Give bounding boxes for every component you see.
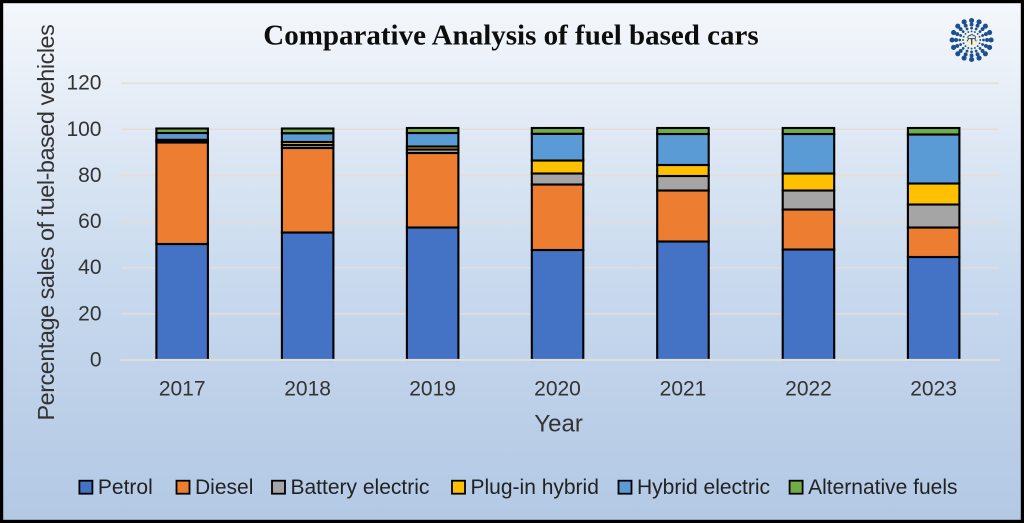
svg-text:Diesel: Diesel bbox=[195, 476, 253, 499]
svg-text:2022: 2022 bbox=[785, 378, 832, 401]
svg-text:2020: 2020 bbox=[534, 378, 581, 401]
svg-text:20: 20 bbox=[78, 302, 101, 325]
svg-text:Comparative Analysis of fuel b: Comparative Analysis of fuel based cars bbox=[263, 19, 758, 51]
svg-text:100: 100 bbox=[66, 118, 101, 141]
svg-text:2017: 2017 bbox=[159, 378, 206, 401]
svg-text:2018: 2018 bbox=[284, 378, 331, 401]
svg-text:120: 120 bbox=[66, 72, 101, 95]
svg-text:60: 60 bbox=[78, 210, 101, 233]
svg-text:Plug-in hybrid: Plug-in hybrid bbox=[471, 476, 599, 499]
svg-text:0: 0 bbox=[90, 349, 102, 372]
svg-text:Alternative fuels: Alternative fuels bbox=[808, 476, 957, 499]
svg-text:Year: Year bbox=[534, 410, 583, 437]
svg-text:40: 40 bbox=[78, 256, 101, 279]
svg-text:2023: 2023 bbox=[910, 378, 957, 401]
svg-text:Percentage sales of fuel-based: Percentage sales of fuel-based vehicles bbox=[33, 25, 59, 421]
svg-text:80: 80 bbox=[78, 164, 101, 187]
svg-text:2019: 2019 bbox=[409, 378, 456, 401]
svg-text:Battery electric: Battery electric bbox=[291, 476, 430, 499]
svg-text:2021: 2021 bbox=[660, 378, 707, 401]
svg-text:Hybrid electric: Hybrid electric bbox=[637, 476, 770, 499]
svg-text:Petrol: Petrol bbox=[98, 476, 153, 499]
